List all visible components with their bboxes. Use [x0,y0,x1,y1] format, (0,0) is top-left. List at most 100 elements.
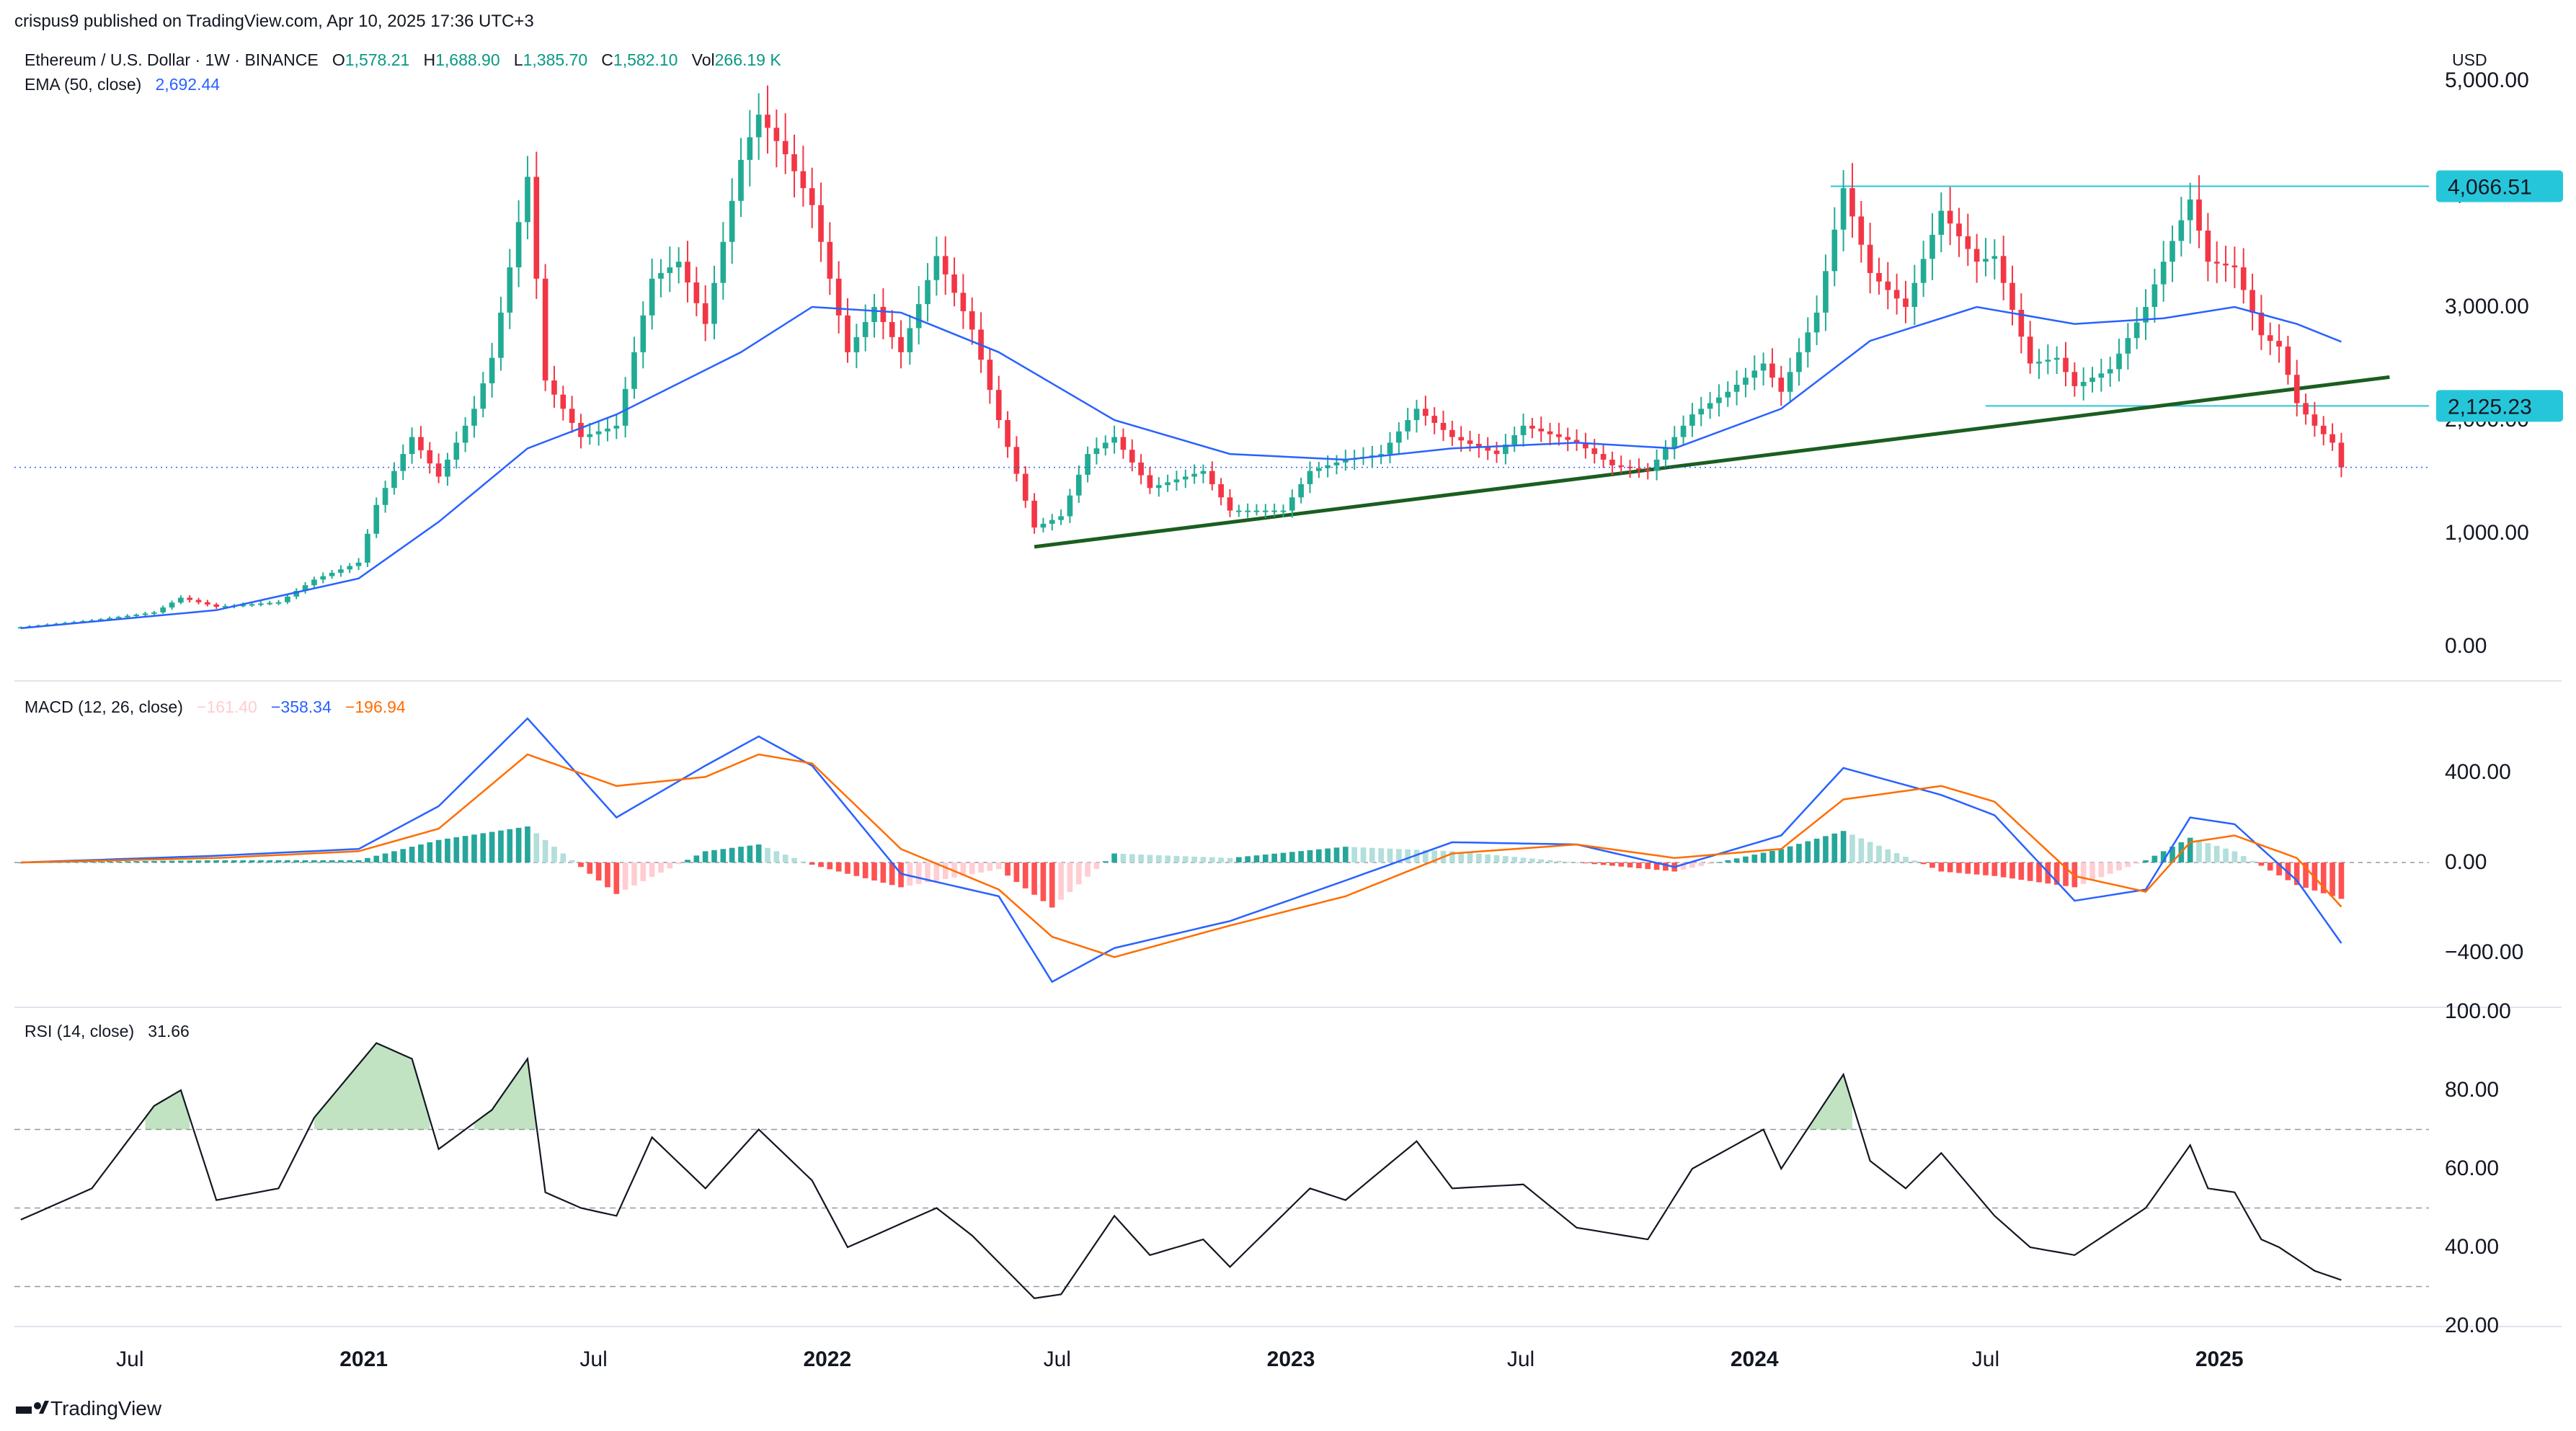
candle-body[interactable] [1698,409,1705,415]
candle-body[interactable] [925,280,931,305]
candle-body[interactable] [1520,425,1527,435]
ema-title[interactable]: EMA (50, close) [25,75,142,94]
candle-body[interactable] [1423,409,1429,416]
candle-body[interactable] [1342,459,1349,463]
candle-body[interactable] [2116,353,2122,370]
price-axis-tick[interactable]: 3,000.00 [2445,295,2529,318]
ema-legend[interactable]: EMA (50, close) 2,692.44 [25,75,220,94]
ema-50-line[interactable] [20,306,2342,630]
candle-body[interactable] [445,459,450,477]
candle-body[interactable] [1991,256,1998,259]
candle-body[interactable] [320,576,327,580]
level-price-tag-1[interactable] [2436,170,2563,202]
candle-body[interactable] [2160,262,2167,285]
candle-body[interactable] [1823,271,1829,313]
candle-body[interactable] [605,428,610,432]
candle-body[interactable] [427,450,433,464]
macd-legend[interactable]: MACD (12, 26, close) −161.40 −358.34 −19… [25,697,406,717]
candle-body[interactable] [1831,229,1838,272]
symbol-title[interactable]: Ethereum / U.S. Dollar · 1W · BINANCE [25,50,319,69]
candle-body[interactable] [2071,372,2078,386]
candle-body[interactable] [2133,322,2140,339]
candle-body[interactable] [1689,414,1695,426]
candle-body[interactable] [525,177,530,223]
candle-body[interactable] [1858,216,1865,245]
candle-body[interactable] [880,307,887,322]
ascending-trendline[interactable] [1034,375,2390,549]
macd-axis-tick[interactable]: 0.00 [2445,850,2487,874]
candle-body[interactable] [1609,459,1615,465]
macd-line[interactable] [20,717,2342,984]
candle-body[interactable] [889,321,895,337]
candle-body[interactable] [2276,341,2282,347]
candle-body[interactable] [1529,425,1535,429]
candle-body[interactable] [142,613,148,615]
candle-body[interactable] [1876,272,1882,282]
candle-body[interactable] [933,256,940,280]
candle-body[interactable] [462,425,468,443]
candle-body[interactable] [125,615,130,618]
candle-body[interactable] [1618,465,1625,467]
candle-body[interactable] [249,604,255,606]
level-price-tag-2[interactable] [2436,390,2563,422]
candle-body[interactable] [365,533,370,563]
candle-body[interactable] [595,431,602,434]
candle-body[interactable] [2267,335,2273,342]
candle-body[interactable] [213,604,220,607]
candle-body[interactable] [133,615,139,617]
candle-body[interactable] [542,278,548,381]
candle-body[interactable] [2107,369,2113,374]
candle-body[interactable] [1075,474,1082,496]
candle-body[interactable] [2098,373,2105,378]
candle-body[interactable] [1333,462,1340,465]
candle-body[interactable] [2063,357,2069,373]
candle-body[interactable] [1725,391,1731,398]
candle-body[interactable] [2143,307,2149,323]
candle-body[interactable] [1663,448,1669,460]
tradingview-logo[interactable]: TradingView [16,1397,162,1419]
candle-body[interactable] [1591,448,1598,455]
candle-body[interactable] [480,383,487,409]
candle-body[interactable] [2169,241,2175,262]
rsi-axis-tick[interactable]: 80.00 [2445,1078,2499,1102]
candle-body[interactable] [275,602,282,604]
candle-body[interactable] [1903,298,1909,307]
candle-body[interactable] [2258,312,2265,336]
candle-body[interactable] [2178,220,2185,241]
candle-body[interactable] [2027,336,2033,364]
candle-body[interactable] [667,267,673,273]
candle-body[interactable] [98,619,104,621]
candle-body[interactable] [702,303,709,324]
candle-body[interactable] [1218,483,1224,498]
candle-body[interactable] [222,606,228,608]
candle-body[interactable] [2036,361,2042,364]
candle-body[interactable] [835,278,842,316]
candle-body[interactable] [1600,454,1607,460]
candle-body[interactable] [1983,259,1989,262]
candle-body[interactable] [507,267,513,313]
candle-body[interactable] [1058,516,1064,520]
candle-body[interactable] [382,488,388,505]
time-axis-tick[interactable]: Jul [579,1347,607,1371]
candle-body[interactable] [1893,290,1900,299]
macd-axis-tick[interactable]: −400.00 [2445,940,2523,964]
candle-body[interactable] [649,278,655,316]
macd-title[interactable]: MACD (12, 26, close) [25,697,183,716]
candle-body[interactable] [1929,234,1935,259]
candle-body[interactable] [675,262,682,268]
candle-body[interactable] [551,380,557,395]
candle-body[interactable] [1796,352,1802,373]
candle-body[interactable] [1253,510,1260,512]
candle-body[interactable] [2311,414,2318,426]
candle-body[interactable] [195,599,202,602]
candle-body[interactable] [2329,434,2335,443]
candle-body[interactable] [1636,468,1642,470]
rsi-axis-tick[interactable]: 40.00 [2445,1235,2499,1259]
candle-body[interactable] [782,141,789,155]
candle-body[interactable] [1315,468,1322,471]
candle-body[interactable] [311,579,317,586]
candle-body[interactable] [2000,256,2007,283]
candle-body[interactable] [1556,434,1562,437]
candle-body[interactable] [1743,378,1749,385]
candle-body[interactable] [720,241,727,283]
